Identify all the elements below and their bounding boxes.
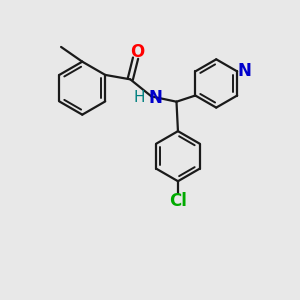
Text: Cl: Cl	[169, 192, 187, 210]
Text: N: N	[238, 62, 251, 80]
Text: N: N	[148, 89, 162, 107]
Text: O: O	[130, 43, 144, 61]
Text: H: H	[134, 90, 146, 105]
